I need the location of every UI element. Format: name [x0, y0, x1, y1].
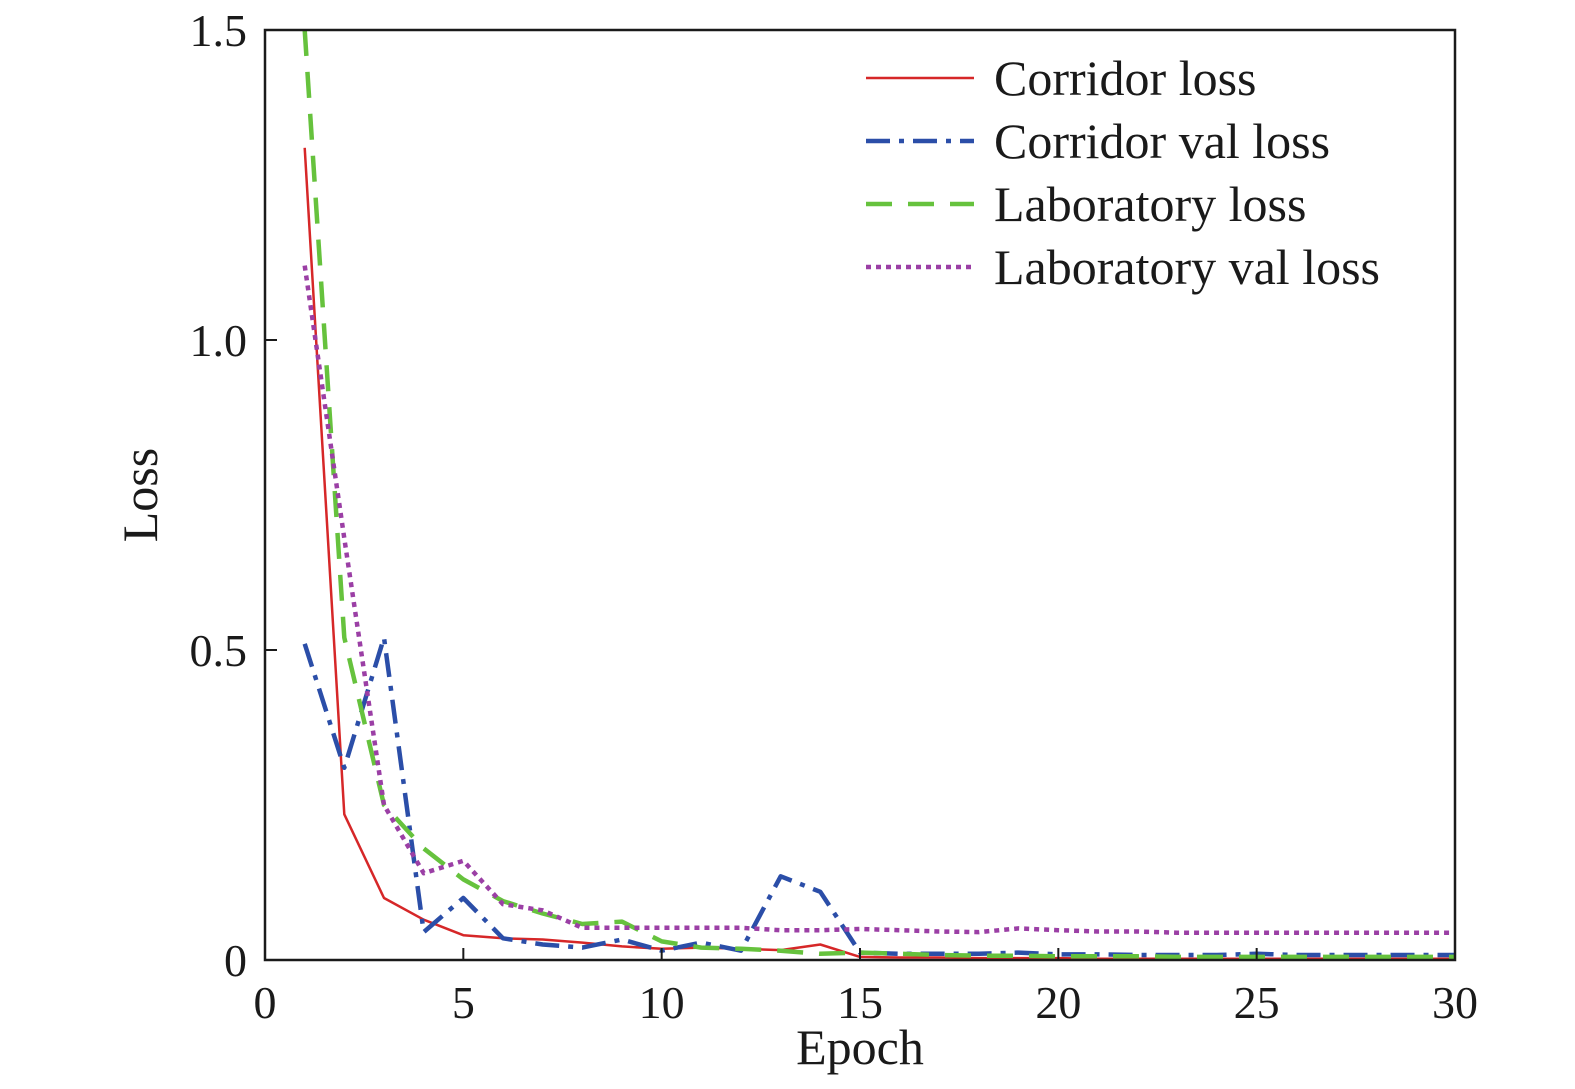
x-tick-label: 15 — [837, 977, 883, 1028]
legend-label-4: Laboratory val loss — [994, 239, 1380, 295]
x-tick-label: 20 — [1035, 977, 1081, 1028]
series-layer — [302, 29, 1455, 961]
x-tick-label: 0 — [254, 977, 277, 1028]
legend-label-1: Corridor loss — [994, 50, 1257, 106]
x-tick-label: 25 — [1234, 977, 1280, 1028]
y-tick-label: 1.5 — [190, 5, 248, 56]
y-tick-label: 0.5 — [190, 625, 248, 676]
y-tick-label: 0 — [224, 935, 247, 986]
x-axis-ticks: 0 5 10 15 20 25 30 — [254, 948, 1478, 1028]
y-tick-label: 1.0 — [190, 315, 248, 366]
series-line-2 — [302, 635, 1455, 958]
y-axis-ticks: 0 0.5 1.0 1.5 — [190, 5, 277, 986]
series-line-4 — [302, 265, 1455, 935]
legend: Corridor loss Corridor val loss Laboratory… — [866, 50, 1380, 295]
series-line-3 — [302, 29, 1455, 960]
x-tick-label: 5 — [452, 977, 475, 1028]
legend-label-2: Corridor val loss — [994, 113, 1330, 169]
x-tick-label: 30 — [1432, 977, 1478, 1028]
legend-label-3: Laboratory loss — [994, 176, 1306, 232]
x-axis-label: Epoch — [796, 1019, 924, 1075]
y-axis-label: Loss — [112, 448, 168, 542]
plot-frame — [263, 28, 1457, 962]
x-tick-label: 10 — [639, 977, 685, 1028]
